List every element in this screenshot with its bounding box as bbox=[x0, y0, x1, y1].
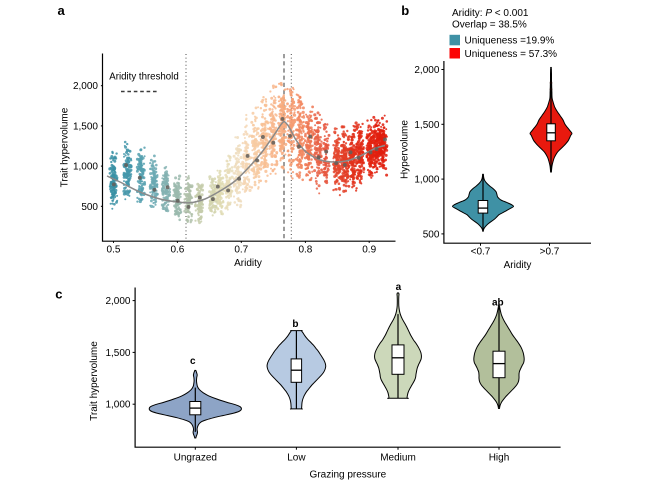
svg-text:c: c bbox=[190, 356, 196, 367]
svg-text:Trait hypervolume: Trait hypervolume bbox=[60, 107, 71, 187]
svg-text:2,000: 2,000 bbox=[105, 296, 130, 307]
svg-text:2,000: 2,000 bbox=[73, 81, 98, 92]
svg-text:0.8: 0.8 bbox=[298, 245, 312, 256]
svg-text:b: b bbox=[292, 319, 298, 330]
svg-text:Aridity threshold: Aridity threshold bbox=[109, 72, 178, 83]
svg-text:1,500: 1,500 bbox=[73, 121, 98, 132]
svg-text:>0.7: >0.7 bbox=[540, 247, 560, 258]
svg-text:0.5: 0.5 bbox=[107, 245, 121, 256]
svg-text:a: a bbox=[58, 3, 66, 18]
svg-text:Aridity: P < 0.001: Aridity: P < 0.001 bbox=[452, 8, 529, 19]
svg-text:500: 500 bbox=[81, 202, 98, 213]
svg-text:High: High bbox=[489, 453, 510, 464]
svg-text:0.9: 0.9 bbox=[362, 245, 376, 256]
svg-text:1,000: 1,000 bbox=[414, 175, 439, 186]
svg-text:0.6: 0.6 bbox=[170, 245, 184, 256]
svg-text:Hypervolume: Hypervolume bbox=[400, 120, 411, 179]
svg-text:Low: Low bbox=[287, 453, 306, 464]
svg-text:Trait hypervolume: Trait hypervolume bbox=[89, 341, 100, 421]
svg-text:Aridity: Aridity bbox=[504, 260, 532, 271]
svg-text:500: 500 bbox=[423, 229, 440, 240]
svg-text:a: a bbox=[396, 282, 402, 293]
svg-text:Uniqueness =19.9%: Uniqueness =19.9% bbox=[465, 36, 555, 47]
svg-text:Ungrazed: Ungrazed bbox=[174, 453, 217, 464]
svg-text:1,500: 1,500 bbox=[105, 348, 130, 359]
svg-text:1,000: 1,000 bbox=[105, 400, 130, 411]
svg-text:0.7: 0.7 bbox=[234, 245, 248, 256]
svg-text:<0.7: <0.7 bbox=[471, 247, 491, 258]
svg-text:Grazing pressure: Grazing pressure bbox=[310, 470, 387, 481]
svg-text:ab: ab bbox=[492, 297, 504, 308]
svg-text:1,500: 1,500 bbox=[414, 120, 439, 131]
svg-text:Medium: Medium bbox=[380, 453, 416, 464]
svg-text:Overlap = 38.5%: Overlap = 38.5% bbox=[452, 20, 527, 31]
svg-text:Uniqueness = 57.3%: Uniqueness = 57.3% bbox=[465, 49, 558, 60]
svg-text:2,000: 2,000 bbox=[414, 65, 439, 76]
svg-text:c: c bbox=[55, 286, 62, 301]
svg-text:Aridity: Aridity bbox=[234, 258, 262, 269]
svg-text:1,000: 1,000 bbox=[73, 162, 98, 173]
svg-text:b: b bbox=[401, 3, 409, 18]
